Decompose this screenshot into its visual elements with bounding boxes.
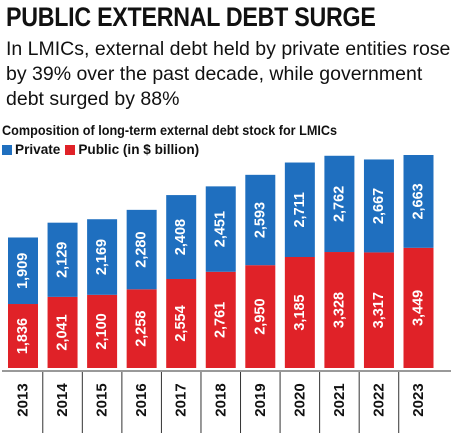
year-label-2015: 2015: [94, 383, 111, 416]
label-private-2015: 2,169: [94, 239, 110, 275]
label-public-2015: 2,100: [94, 313, 110, 349]
bar-private-2023: [403, 155, 434, 248]
label-private-2020: 2,711: [292, 192, 308, 228]
bar-private-2022: [363, 159, 394, 253]
label-private-2021: 2,762: [331, 186, 347, 222]
label-public-2016: 2,258: [134, 311, 150, 347]
label-private-2019: 2,593: [252, 202, 268, 238]
label-public-2020: 3,185: [292, 294, 308, 330]
year-label-2021: 2021: [331, 383, 348, 416]
year-label-2013: 2013: [15, 383, 32, 416]
bar-public-2020: [284, 257, 315, 368]
year-label-2018: 2018: [212, 383, 229, 416]
label-private-2016: 2,280: [134, 231, 150, 267]
chart-title: Composition of long-term external debt s…: [2, 123, 338, 138]
label-private-2022: 2,667: [371, 188, 387, 224]
bar-public-2021: [324, 252, 355, 368]
bar-private-2013: [8, 237, 38, 305]
label-private-2018: 2,451: [213, 211, 229, 247]
bar-public-2016: [126, 289, 157, 368]
bar-public-2023: [403, 247, 434, 368]
bar-public-2019: [245, 265, 276, 368]
bar-public-2018: [205, 271, 236, 368]
bar-private-2014: [47, 222, 78, 297]
label-private-2023: 2,663: [411, 183, 427, 219]
bar-private-2015: [87, 219, 118, 295]
label-private-2014: 2,129: [55, 242, 71, 278]
headline: PUBLIC EXTERNAL DEBT SURGE: [6, 2, 376, 32]
bar-public-2014: [47, 296, 78, 368]
label-public-2022: 3,317: [371, 292, 387, 328]
bar-public-2015: [87, 294, 118, 368]
year-label-2023: 2023: [410, 383, 427, 416]
year-label-2022: 2022: [370, 383, 387, 416]
bar-private-2020: [284, 162, 315, 258]
label-public-2014: 2,041: [55, 314, 71, 350]
bar-private-2021: [324, 155, 355, 253]
bar-public-2022: [363, 252, 394, 368]
legend-label-private: Private: [15, 142, 61, 157]
label-private-2017: 2,408: [173, 219, 189, 255]
year-label-2020: 2020: [291, 383, 308, 416]
bar-public-2013: [8, 304, 38, 368]
label-public-2021: 3,328: [331, 292, 347, 328]
legend-swatch-public: [65, 144, 76, 155]
legend-item-private: Private: [2, 142, 60, 157]
label-public-2019: 2,950: [252, 298, 268, 334]
bar-private-2017: [166, 195, 197, 279]
label-public-2023: 3,449: [411, 290, 427, 326]
year-label-2014: 2014: [54, 383, 71, 417]
label-public-2013: 1,836: [15, 318, 31, 354]
legend-item-public: Public (in $ billion): [65, 142, 199, 157]
bar-public-2017: [166, 278, 197, 368]
label-public-2018: 2,761: [213, 302, 229, 338]
year-label-2019: 2019: [252, 383, 269, 416]
legend: Private Public (in $ billion): [2, 142, 204, 157]
year-label-2017: 2017: [173, 383, 190, 416]
label-private-2013: 1,909: [15, 253, 31, 289]
legend-label-public: Public (in $ billion): [78, 142, 200, 157]
year-label-2016: 2016: [133, 383, 150, 416]
subtitle: In LMICs, external debt held by private …: [6, 38, 451, 110]
bar-private-2019: [245, 174, 276, 266]
label-public-2017: 2,554: [173, 305, 189, 341]
bar-private-2016: [126, 209, 157, 290]
legend-swatch-private: [2, 144, 12, 155]
bar-private-2018: [205, 186, 236, 272]
